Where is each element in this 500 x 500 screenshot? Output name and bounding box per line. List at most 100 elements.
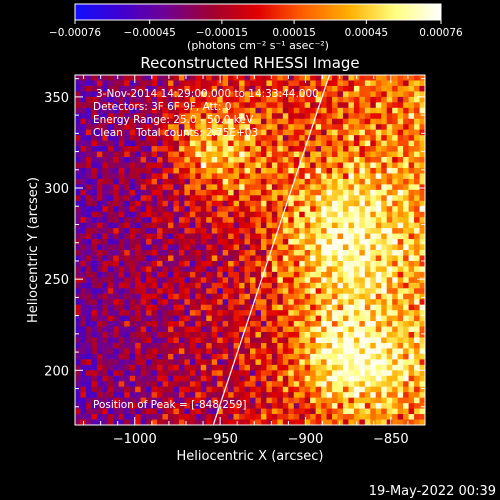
heatmap-cell (80, 408, 87, 415)
heatmap-cell (140, 173, 147, 180)
heatmap-cell (353, 293, 360, 300)
heatmap-cell (75, 135, 81, 142)
heatmap-cell (293, 211, 300, 218)
heatmap-cell (228, 299, 234, 306)
heatmap-cell (146, 255, 152, 262)
heatmap-cell (118, 151, 125, 158)
heatmap-cell (189, 173, 196, 180)
heatmap-cell (129, 75, 136, 81)
heatmap-cell (195, 102, 202, 109)
heatmap-cell (157, 91, 163, 98)
heatmap-cell (386, 146, 393, 152)
heatmap-cell (381, 397, 388, 404)
heatmap-cell (195, 315, 202, 322)
heatmap-cell (244, 178, 251, 185)
heatmap-cell (260, 271, 267, 278)
heatmap-cell (233, 96, 240, 103)
heatmap-cell (255, 315, 262, 322)
heatmap-cell (326, 85, 333, 92)
heatmap-cell (397, 200, 404, 207)
heatmap-cell (91, 195, 98, 202)
heatmap-cell (282, 348, 289, 355)
heatmap-cell (140, 244, 147, 251)
heatmap-cell (173, 184, 180, 191)
heatmap-cell (386, 332, 393, 338)
heatmap-cell (381, 124, 388, 131)
heatmap-cell (162, 342, 169, 349)
heatmap-cell (381, 96, 388, 103)
heatmap-cell (353, 386, 360, 393)
heatmap-cell (348, 146, 355, 152)
heatmap-cell (386, 173, 393, 180)
heatmap-cell (129, 80, 136, 87)
heatmap-cell (173, 233, 180, 240)
heatmap-cell (348, 310, 355, 317)
heatmap-cell (299, 96, 306, 103)
heatmap-cell (326, 244, 333, 251)
heatmap-cell (244, 146, 251, 152)
heatmap-cell (326, 184, 333, 191)
heatmap-cell (222, 359, 229, 366)
heatmap-cell (304, 96, 311, 103)
heatmap-cell (359, 157, 366, 163)
heatmap-cell (348, 381, 355, 388)
heatmap-cell (375, 419, 382, 425)
heatmap-cell (244, 321, 251, 327)
heatmap-cell (288, 359, 295, 366)
heatmap-cell (102, 239, 109, 245)
heatmap-cell (239, 288, 245, 295)
heatmap-cell (364, 381, 371, 388)
heatmap-cell (107, 315, 114, 322)
heatmap-cell (189, 359, 196, 366)
heatmap-cell (113, 206, 120, 213)
heatmap-cell (178, 304, 185, 311)
heatmap-cell (408, 228, 415, 234)
heatmap-cell (124, 304, 131, 311)
heatmap-cell (91, 189, 98, 196)
heatmap-cell (288, 337, 295, 344)
heatmap-cell (414, 255, 420, 262)
heatmap-cell (96, 408, 103, 415)
heatmap-cell (364, 370, 371, 377)
heatmap-cell (178, 107, 185, 114)
heatmap-cell (326, 370, 333, 377)
heatmap-cell (75, 397, 81, 404)
heatmap-cell (310, 353, 317, 360)
heatmap-cell (353, 233, 360, 240)
heatmap-cell (239, 195, 245, 202)
heatmap-cell (315, 381, 322, 388)
heatmap-cell (91, 91, 98, 98)
heatmap-cell (162, 277, 169, 284)
heatmap-cell (250, 337, 256, 344)
heatmap-cell (370, 403, 377, 409)
heatmap-cell (211, 167, 218, 174)
heatmap-cell (239, 381, 245, 388)
heatmap-cell (228, 321, 234, 327)
heatmap-cell (332, 200, 338, 207)
heatmap-cell (304, 348, 311, 355)
heatmap-cell (392, 75, 399, 81)
heatmap-cell (282, 304, 289, 311)
heatmap-cell (189, 266, 196, 273)
heatmap-cell (419, 332, 425, 338)
heatmap-cell (359, 321, 366, 327)
heatmap-cell (102, 206, 109, 213)
heatmap-cell (107, 288, 114, 295)
heatmap-cell (370, 315, 377, 322)
heatmap-cell (255, 189, 262, 196)
heatmap-cell (304, 414, 311, 420)
heatmap-cell (91, 239, 98, 245)
heatmap-cell (206, 353, 213, 360)
heatmap-cell (244, 277, 251, 284)
heatmap-cell (299, 293, 306, 300)
heatmap-cell (200, 419, 207, 425)
heatmap-cell (375, 375, 382, 382)
heatmap-cell (315, 239, 322, 245)
heatmap-cell (419, 321, 425, 327)
heatmap-cell (178, 167, 185, 174)
heatmap-cell (381, 146, 388, 152)
heatmap-cell (419, 91, 425, 98)
heatmap-cell (167, 370, 174, 377)
heatmap-cell (293, 124, 300, 131)
heatmap-cell (381, 381, 388, 388)
